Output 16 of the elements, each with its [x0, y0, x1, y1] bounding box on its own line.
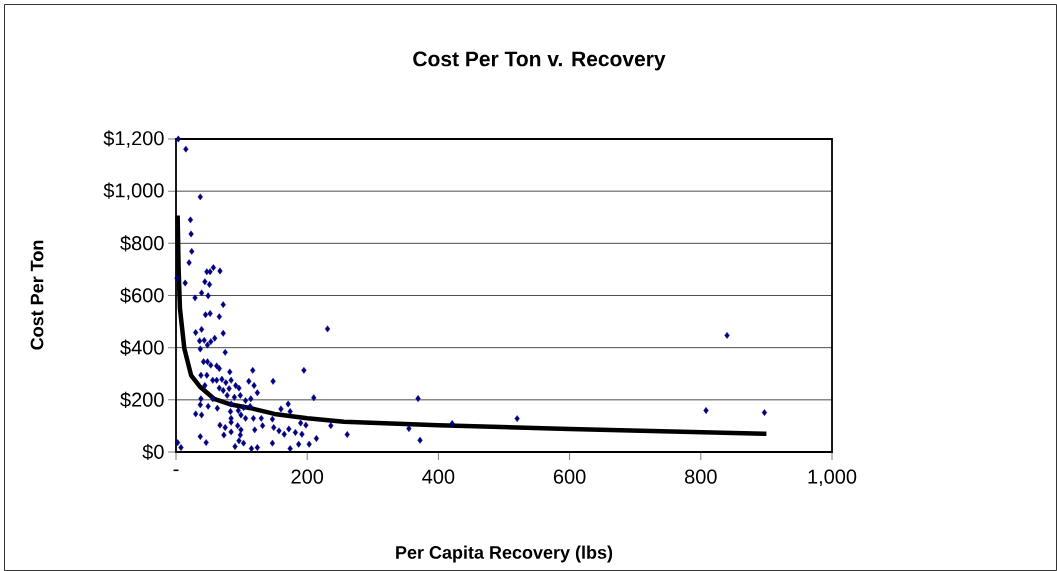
x-tick-label: 400 — [422, 469, 455, 484]
y-tick-label: $200 — [120, 391, 164, 408]
y-axis-title: Cost Per Ton — [30, 240, 44, 350]
y-tick-label: $800 — [120, 235, 164, 252]
x-tick-label: 800 — [684, 469, 717, 484]
y-tick-label: $0 — [142, 443, 164, 461]
y-tick-label: $1,000 — [103, 182, 164, 200]
y-tick-label: $600 — [120, 287, 164, 304]
y-tick-label: $1,200 — [103, 130, 164, 148]
x-tick-label: - — [173, 469, 179, 472]
x-tick-label: 200 — [291, 469, 324, 484]
x-tick-label: 600 — [553, 469, 586, 484]
chart-title: Cost Per Ton v. Recovery — [413, 51, 666, 71]
x-axis-title: Per Capita Recovery (lbs) — [396, 545, 613, 563]
y-tick-label: $400 — [120, 339, 164, 356]
x-tick-label: 1,000 — [808, 469, 857, 487]
